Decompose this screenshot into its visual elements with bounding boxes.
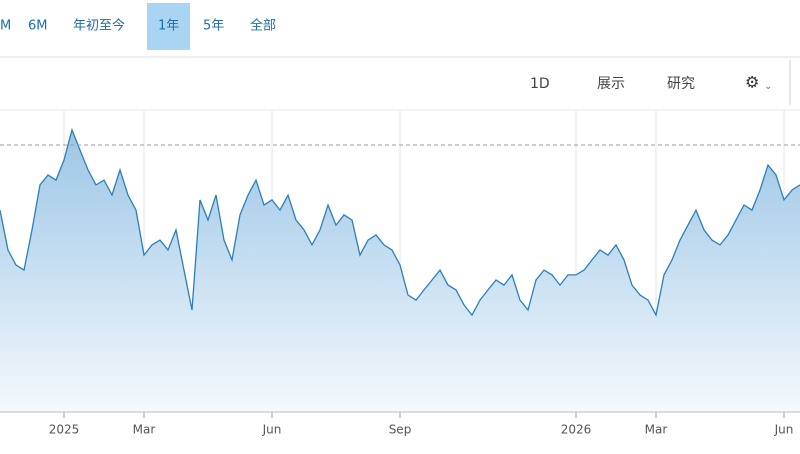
range-button[interactable]: 6M: [28, 19, 48, 34]
control-button[interactable]: 研究: [667, 76, 695, 92]
x-tick-label: Mar: [133, 423, 156, 437]
x-tick-label: 2026: [561, 423, 592, 437]
control-button[interactable]: 展示: [597, 76, 625, 92]
range-button[interactable]: 1年: [158, 19, 179, 34]
range-button[interactable]: 全部: [250, 18, 276, 34]
active-range-bg: [147, 3, 190, 50]
x-tick-label: Mar: [645, 423, 668, 437]
settings-icon[interactable]: ⚙: [745, 73, 759, 92]
x-tick-label: 2025: [49, 423, 80, 437]
x-tick-label: Jun: [262, 423, 282, 437]
price-line: [0, 127, 800, 318]
range-button[interactable]: 年初至今: [73, 18, 125, 34]
range-button[interactable]: 5年: [203, 19, 224, 34]
chevron: ⌄: [764, 81, 772, 92]
x-tick-label: Sep: [389, 423, 412, 437]
x-tick-label: Jun: [774, 423, 794, 437]
control-button[interactable]: 1D: [530, 76, 550, 92]
range-button[interactable]: M: [0, 19, 11, 34]
